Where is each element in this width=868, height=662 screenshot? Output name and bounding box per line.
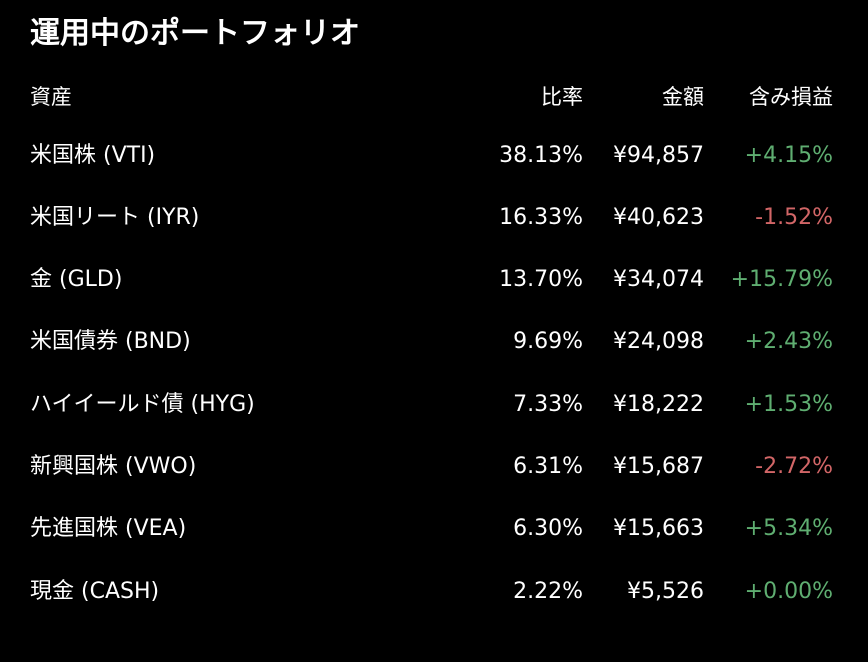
asset-ratio: 9.69% — [513, 329, 583, 354]
asset-unrealized-pl: +0.00% — [744, 579, 833, 604]
asset-ratio: 2.22% — [513, 579, 583, 604]
table-row: 現金 (CASH) 2.22% ¥5,526 +0.00% — [0, 570, 868, 614]
asset-unrealized-pl: +4.15% — [744, 143, 833, 168]
asset-amount: ¥40,623 — [613, 205, 704, 230]
asset-ratio: 7.33% — [513, 392, 583, 417]
asset-ratio: 6.30% — [513, 516, 583, 541]
asset-amount: ¥15,663 — [613, 516, 704, 541]
asset-unrealized-pl: +2.43% — [744, 329, 833, 354]
table-row: 米国債券 (BND) 9.69% ¥24,098 +2.43% — [0, 320, 868, 364]
asset-ratio: 6.31% — [513, 454, 583, 479]
asset-amount: ¥24,098 — [613, 329, 704, 354]
table-row: 新興国株 (VWO) 6.31% ¥15,687 -2.72% — [0, 445, 868, 489]
column-header-unrealized-pl: 含み損益 — [749, 85, 833, 109]
asset-unrealized-pl: -2.72% — [755, 454, 833, 479]
page-title: 運用中のポートフォリオ — [30, 16, 360, 51]
asset-name: 新興国株 (VWO) — [30, 454, 197, 479]
asset-amount: ¥34,074 — [613, 267, 704, 292]
asset-ratio: 16.33% — [499, 205, 583, 230]
asset-name: 金 (GLD) — [30, 267, 123, 292]
asset-amount: ¥18,222 — [613, 392, 704, 417]
table-header: 資産 比率 金額 含み損益 — [0, 75, 868, 119]
column-header-amount: 金額 — [662, 85, 704, 109]
asset-unrealized-pl: +5.34% — [744, 516, 833, 541]
asset-name: 米国債券 (BND) — [30, 329, 191, 354]
asset-ratio: 13.70% — [499, 267, 583, 292]
table-row: 米国リート (IYR) 16.33% ¥40,623 -1.52% — [0, 196, 868, 240]
table-row: 先進国株 (VEA) 6.30% ¥15,663 +5.34% — [0, 507, 868, 551]
asset-name: 米国リート (IYR) — [30, 205, 200, 230]
asset-ratio: 38.13% — [499, 143, 583, 168]
asset-amount: ¥5,526 — [627, 579, 704, 604]
asset-unrealized-pl: -1.52% — [755, 205, 833, 230]
asset-name: 現金 (CASH) — [30, 579, 160, 604]
asset-unrealized-pl: +15.79% — [730, 267, 833, 292]
table-row: ハイイールド債 (HYG) 7.33% ¥18,222 +1.53% — [0, 383, 868, 427]
asset-name: 先進国株 (VEA) — [30, 516, 187, 541]
asset-amount: ¥94,857 — [613, 143, 704, 168]
table-row: 米国株 (VTI) 38.13% ¥94,857 +4.15% — [0, 134, 868, 178]
asset-unrealized-pl: +1.53% — [744, 392, 833, 417]
column-header-ratio: 比率 — [541, 85, 583, 109]
asset-amount: ¥15,687 — [613, 454, 704, 479]
asset-name: ハイイールド債 (HYG) — [30, 392, 255, 417]
column-header-asset: 資産 — [30, 85, 72, 109]
asset-name: 米国株 (VTI) — [30, 143, 156, 168]
table-row: 金 (GLD) 13.70% ¥34,074 +15.79% — [0, 258, 868, 302]
